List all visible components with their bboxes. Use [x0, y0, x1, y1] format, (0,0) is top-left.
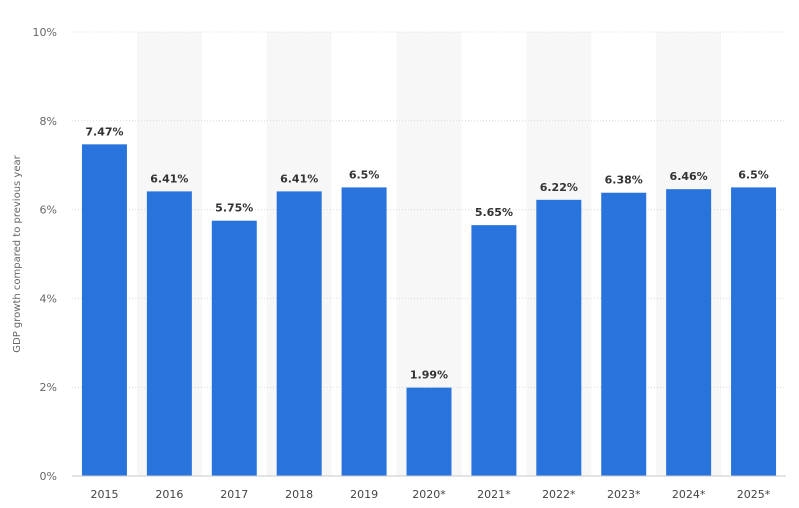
x-tick-label-2020*: 2020*	[412, 488, 446, 501]
x-tick-label-2023*: 2023*	[607, 488, 641, 501]
x-axis-labels: 2015 2016 2017 2018 2019 2020* 2021* 2022* 2023*…	[90, 488, 770, 501]
value-label-2019: 6.5%	[349, 168, 380, 181]
y-tick-label: 6%	[40, 204, 57, 217]
value-label-2025*: 6.5%	[738, 168, 769, 181]
value-label-2022*: 6.22%	[540, 181, 578, 194]
bar-2021*	[471, 225, 517, 476]
value-label-2015: 7.47%	[85, 125, 123, 138]
y-axis-title: GDP growth compared to previous year	[12, 154, 23, 352]
x-tick-label-2024*: 2024*	[672, 488, 706, 501]
bar-2024*	[666, 189, 712, 476]
bar-2020*	[406, 387, 452, 476]
y-tick-label: 8%	[40, 115, 57, 128]
y-tick-label: 0%	[40, 470, 57, 483]
bar-2023*	[601, 192, 647, 476]
value-label-2024*: 6.46%	[670, 170, 708, 183]
bar-2015	[81, 144, 127, 476]
bar-2025*	[731, 187, 777, 476]
x-tick-label-2019: 2019	[350, 488, 378, 501]
value-label-2021*: 5.65%	[475, 206, 513, 219]
value-label-2023*: 6.38%	[605, 174, 643, 187]
x-tick-label-2016: 2016	[155, 488, 183, 501]
bar-2017	[211, 220, 257, 476]
value-label-2020*: 1.99%	[410, 369, 448, 382]
bar-2019	[341, 187, 387, 476]
x-tick-label-2025*: 2025*	[737, 488, 771, 501]
x-tick-label-2022*: 2022*	[542, 488, 576, 501]
value-label-2016: 6.41%	[150, 172, 188, 185]
bars	[81, 144, 777, 476]
value-label-2017: 5.75%	[215, 202, 253, 215]
x-tick-label-2021*: 2021*	[477, 488, 511, 501]
value-label-2018: 6.41%	[280, 172, 318, 185]
y-tick-label: 10%	[33, 26, 57, 39]
x-tick-label-2018: 2018	[285, 488, 313, 501]
bar-2018	[276, 191, 322, 476]
value-labels: 7.47% 6.41% 5.75% 6.41% 6.5% 1.99% 5.65% 6.22% 6…	[85, 125, 768, 381]
bar-2022*	[536, 199, 582, 476]
y-axis-ticks: 0% 2% 4% 6% 8% 10%	[33, 26, 57, 483]
bar-2016	[146, 191, 192, 476]
y-tick-label: 4%	[40, 292, 57, 305]
x-tick-label-2015: 2015	[90, 488, 118, 501]
y-tick-label: 2%	[40, 381, 57, 394]
x-tick-label-2017: 2017	[220, 488, 248, 501]
